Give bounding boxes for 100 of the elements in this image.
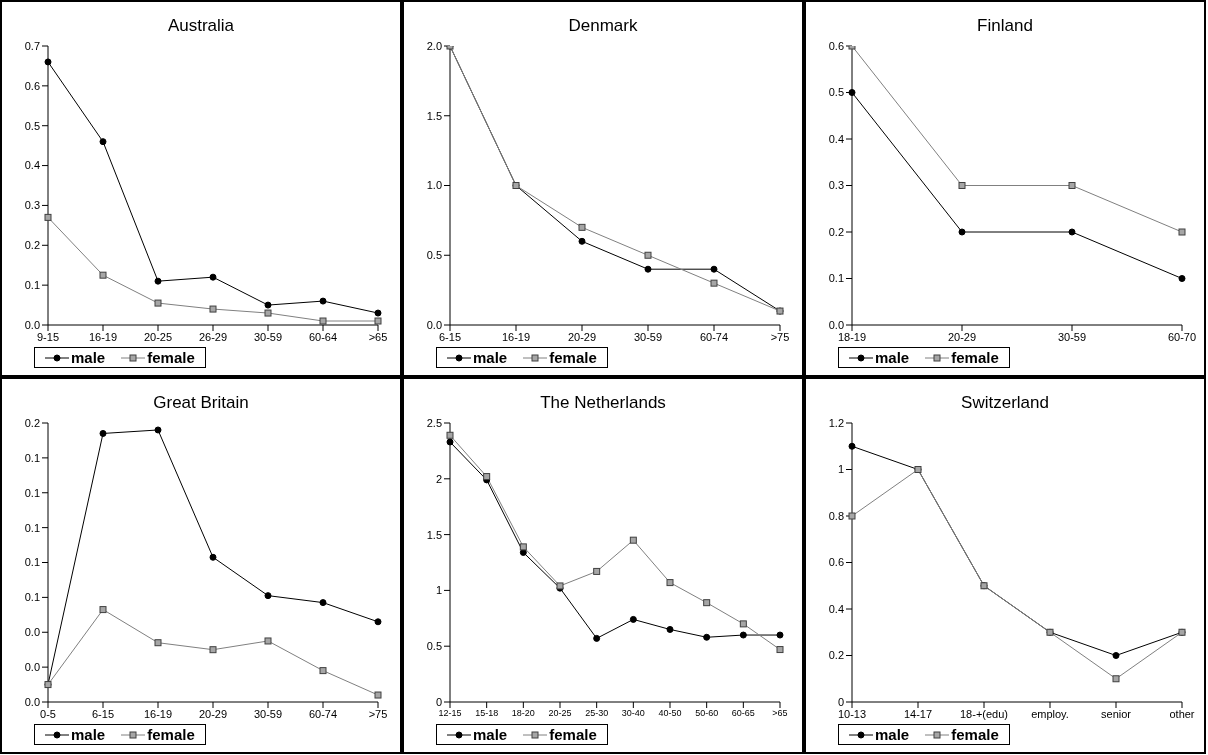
chart-title: Switzerland [960, 393, 1050, 414]
y-tick-label: 0.1 [24, 451, 40, 464]
y-tick-label: 0.4 [828, 132, 844, 145]
y-tick-label: 0.5 [828, 86, 844, 99]
x-tick-label: senior [1101, 707, 1132, 720]
x-tick-label: 25-30 [585, 708, 609, 719]
y-tick-label: 1 [837, 463, 844, 476]
x-tick-label: 60-64 [308, 330, 338, 343]
x-tick-label: 16-19 [501, 330, 531, 343]
chart-title: Finland [976, 16, 1034, 37]
x-tick-label: 26-29 [198, 330, 228, 343]
x-tick-label: 16-19 [88, 330, 118, 343]
y-tick-label: 0.8 [828, 509, 844, 522]
x-tick-label: 20-29 [198, 707, 228, 720]
x-tick-label: 6-15 [91, 707, 115, 720]
x-tick-label: 20-29 [947, 330, 977, 343]
x-tick-label: 12-15 [438, 708, 462, 719]
x-tick-label: 60-74 [308, 707, 338, 720]
x-tick-label: 30-59 [253, 330, 283, 343]
legend-label: female [548, 349, 597, 366]
y-tick-label: 0.1 [24, 521, 40, 534]
y-tick-label: 0.0 [24, 318, 40, 331]
y-tick-label: 0.2 [24, 239, 40, 252]
x-tick-label: 20-25 [548, 708, 572, 719]
x-tick-label: 60-65 [731, 708, 755, 719]
x-tick-label: 60-70 [1167, 330, 1197, 343]
x-tick-label: >75 [770, 330, 790, 343]
y-tick-label: 0 [837, 695, 844, 708]
y-tick-label: 2.5 [426, 416, 442, 429]
y-tick-label: 0.2 [828, 649, 844, 662]
legend-label: male [472, 349, 508, 366]
y-tick-label: 0.1 [828, 272, 844, 285]
y-tick-label: 0.2 [24, 416, 40, 429]
x-tick-label: 18-19 [837, 330, 867, 343]
y-tick-label: 0.0 [24, 626, 40, 639]
x-tick-label: 20-25 [143, 330, 173, 343]
x-tick-label: 18-+(edu) [959, 707, 1009, 720]
y-tick-label: 0.1 [24, 591, 40, 604]
x-tick-label: 60-74 [699, 330, 729, 343]
y-tick-label: 0.0 [828, 318, 844, 331]
x-tick-label: 30-59 [1057, 330, 1087, 343]
chart-title: Australia [166, 16, 236, 37]
y-tick-label: 1 [435, 584, 442, 597]
legend-label: female [146, 726, 195, 743]
x-tick-label: 30-40 [621, 708, 645, 719]
x-tick-label: 18-20 [511, 708, 535, 719]
y-tick-label: 1.5 [426, 528, 442, 541]
legend-label: female [950, 349, 999, 366]
y-tick-label: 1.2 [828, 416, 844, 429]
x-tick-label: 10-13 [837, 707, 867, 720]
x-tick-label: other [1169, 707, 1195, 720]
x-tick-label: 0-5 [40, 707, 56, 720]
legend-label: male [70, 726, 106, 743]
y-tick-label: 0 [435, 695, 442, 708]
x-tick-label: >75 [368, 707, 388, 720]
chart-title: The Netherlands [539, 393, 667, 414]
x-tick-label: 30-59 [253, 707, 283, 720]
y-tick-label: 0.2 [828, 225, 844, 238]
x-tick-label: 50-60 [695, 708, 719, 719]
x-tick-label: 40-50 [658, 708, 682, 719]
y-tick-label: 2.0 [426, 39, 442, 52]
y-tick-label: 1.0 [426, 179, 442, 192]
y-tick-label: 0.5 [426, 640, 442, 653]
y-tick-label: 0.4 [24, 159, 40, 172]
x-tick-label: 20-29 [567, 330, 597, 343]
x-tick-label: 15-18 [475, 708, 499, 719]
x-tick-label: employ. [1031, 707, 1069, 720]
chart-title: Great Britain [152, 393, 250, 414]
chart-title: Denmark [567, 16, 639, 37]
legend-label: male [874, 349, 910, 366]
y-tick-label: 0.3 [24, 199, 40, 212]
y-tick-label: 0.6 [24, 79, 40, 92]
y-tick-label: 0.0 [24, 661, 40, 674]
x-tick-label: 14-17 [903, 707, 933, 720]
y-tick-label: 0.5 [426, 249, 442, 262]
y-tick-label: 0.5 [24, 119, 40, 132]
x-tick-label: >65 [772, 708, 788, 719]
y-tick-label: 0.1 [24, 556, 40, 569]
x-tick-label: 9-15 [36, 330, 60, 343]
legend-label: male [70, 349, 106, 366]
y-tick-label: 0.3 [828, 179, 844, 192]
legend-label: female [548, 726, 597, 743]
y-tick-label: 0.0 [426, 318, 442, 331]
y-tick-label: 0.1 [24, 486, 40, 499]
y-tick-label: 0.6 [828, 556, 844, 569]
y-tick-label: 1.5 [426, 109, 442, 122]
x-tick-label: 30-59 [633, 330, 663, 343]
legend-label: female [950, 726, 999, 743]
legend-label: female [146, 349, 195, 366]
y-tick-label: 0.7 [24, 39, 40, 52]
legend-label: male [874, 726, 910, 743]
y-tick-label: 0.6 [828, 39, 844, 52]
y-tick-label: 0.4 [828, 602, 844, 615]
y-tick-label: 0.0 [24, 695, 40, 708]
x-tick-label: 16-19 [143, 707, 173, 720]
y-tick-label: 2 [435, 472, 442, 485]
x-tick-label: 6-15 [438, 330, 462, 343]
legend-label: male [472, 726, 508, 743]
y-tick-label: 0.1 [24, 279, 40, 292]
x-tick-label: >65 [368, 330, 388, 343]
